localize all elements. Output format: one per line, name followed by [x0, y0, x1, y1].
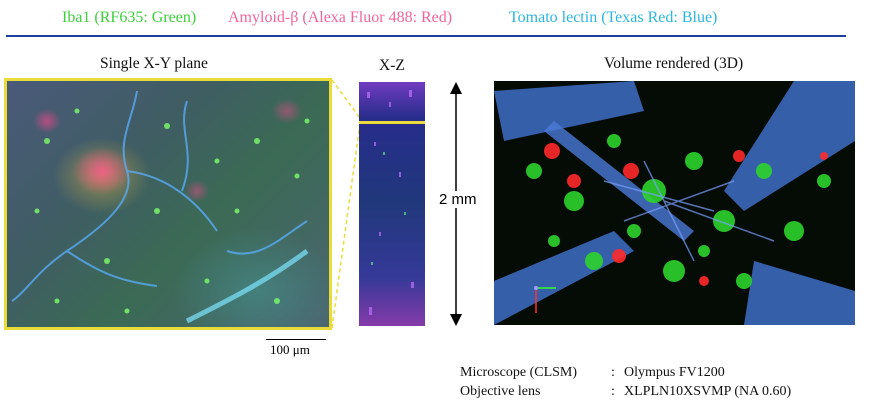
channel-legend: Iba1 (RF635: Green) Amyloid-β (Alexa Flu… — [0, 5, 870, 31]
legend-amyloid: Amyloid-β (Alexa Fluor 488: Red) — [228, 9, 453, 26]
meta-microscope-value: Olympus FV1200 — [624, 365, 725, 380]
legend-lectin: Tomato lectin (Texas Red: Blue) — [509, 9, 718, 26]
meta-objective-key: Objective lens — [460, 384, 541, 399]
meta-separator: : — [611, 365, 615, 380]
volume-panel-title: Volume rendered (3D) — [604, 55, 744, 72]
volume-render-overlay — [494, 81, 855, 325]
meta-objective-value: XLPLN10XSVMP (NA 0.60) — [624, 384, 792, 399]
xz-speckle-overlay — [367, 90, 414, 315]
scale-bar — [266, 339, 326, 340]
depth-label: 2 mm — [437, 191, 479, 208]
legend-iba1: Iba1 (RF635: Green) — [62, 9, 197, 26]
meta-microscope-key: Microscope (CLSM) — [460, 365, 578, 380]
zoom-connector — [331, 79, 361, 329]
xz-section-image — [359, 82, 425, 326]
volume-render-image — [494, 81, 855, 325]
xz-panel-title: X-Z — [379, 57, 405, 74]
xy-panel-title: Single X-Y plane — [100, 55, 208, 72]
xy-vessel-overlay — [11, 90, 310, 324]
meta-separator: : — [611, 384, 615, 399]
scale-bar-label: 100 μm — [270, 342, 310, 357]
header-rule — [6, 35, 846, 37]
xy-plane-image — [4, 78, 332, 330]
xz-plane-marker — [359, 121, 425, 124]
